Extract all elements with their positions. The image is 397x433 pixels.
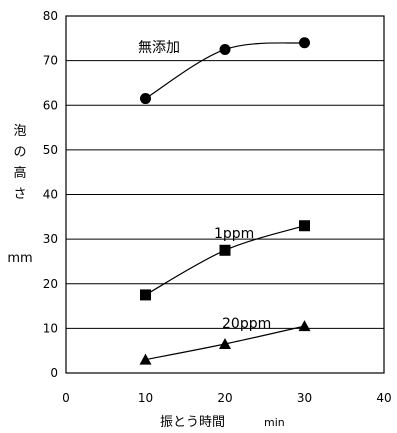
y-tick-label: 70: [43, 54, 58, 68]
series-1: 無添加: [138, 37, 310, 105]
x-tick-label: 30: [297, 391, 312, 405]
data-point-triangle: [298, 320, 311, 332]
y-axis-label-char: 泡: [13, 124, 26, 139]
plot-frame: [65, 15, 385, 374]
series-3: 20ppm: [139, 316, 311, 365]
x-axis-label: 振とう時間: [160, 415, 225, 430]
y-axis-label-char: さ: [13, 187, 26, 202]
data-point-circle: [140, 93, 151, 105]
x-tick-label: 40: [376, 391, 391, 405]
y-tick-label: 0: [50, 366, 58, 380]
data-point-square: [219, 244, 231, 256]
series-label: 20ppm: [222, 316, 271, 332]
grid-lines: [66, 60, 384, 329]
x-tick-label: 20: [217, 391, 232, 405]
series-group: 無添加 1ppm 20ppm: [138, 37, 311, 365]
data-point-square: [140, 289, 151, 301]
y-axis-ticks: 0 10 20 30 40 50 60 70 80: [43, 9, 58, 380]
y-axis-label-char: の: [13, 145, 26, 160]
y-axis-unit: mm: [7, 251, 32, 266]
series-label: 1ppm: [214, 226, 254, 242]
y-axis-label-char: 高: [13, 165, 26, 181]
series-2: 1ppm: [140, 220, 310, 301]
x-axis-ticks: 0 10 20 30 40: [62, 391, 391, 405]
y-tick-label: 30: [43, 232, 58, 246]
y-tick-label: 80: [43, 9, 58, 23]
data-point-circle: [219, 43, 231, 55]
data-point-triangle: [219, 337, 231, 349]
x-tick-label: 10: [138, 391, 153, 405]
x-axis-unit: min: [264, 416, 285, 429]
y-tick-label: 50: [43, 143, 58, 157]
y-tick-label: 60: [43, 98, 58, 112]
data-point-triangle: [139, 353, 152, 365]
data-point-square: [299, 220, 310, 232]
y-tick-label: 40: [43, 188, 58, 202]
series-label: 無添加: [138, 40, 180, 56]
y-tick-label: 10: [43, 321, 58, 335]
x-tick-label: 0: [62, 391, 70, 405]
data-point-circle: [299, 37, 310, 49]
y-tick-label: 20: [43, 277, 58, 291]
